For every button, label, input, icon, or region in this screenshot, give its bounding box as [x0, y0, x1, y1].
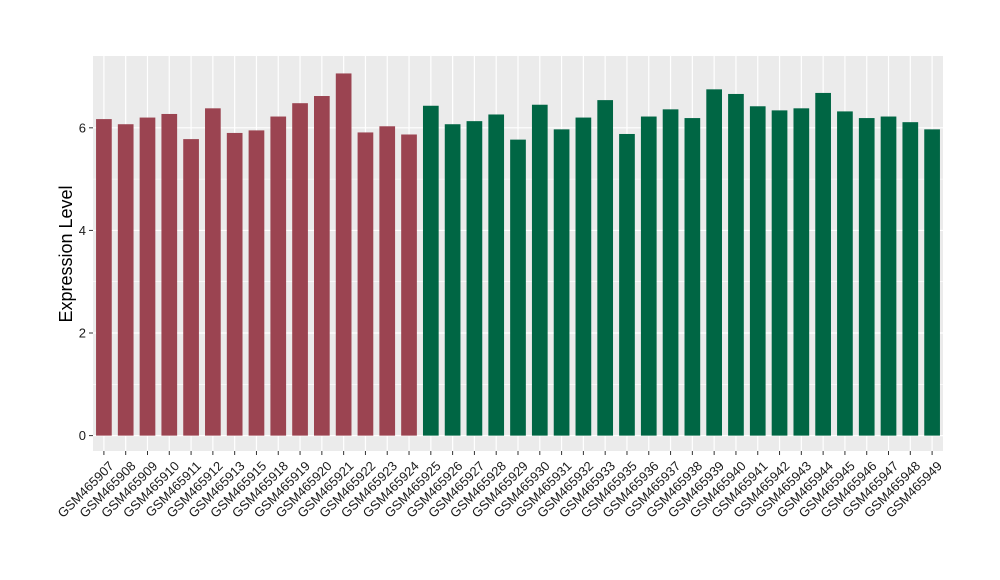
bar-GSM465941 — [749, 106, 766, 436]
bar-GSM465924 — [401, 134, 417, 436]
bar-GSM465913 — [226, 132, 243, 436]
bar-GSM465929 — [510, 139, 526, 436]
bar-GSM465948 — [902, 122, 919, 436]
bar-GSM465907 — [96, 119, 112, 436]
bar-GSM465946 — [858, 118, 875, 436]
y-tick-label: 0 — [79, 428, 86, 443]
bars — [96, 73, 940, 436]
bar-GSM465935 — [619, 133, 635, 436]
bar-GSM465923 — [379, 126, 396, 436]
y-tick-label: 6 — [79, 120, 86, 135]
bar-GSM465940 — [728, 93, 744, 436]
y-tick-label: 4 — [79, 223, 86, 238]
bar-GSM465926 — [444, 124, 461, 436]
bar-GSM465912 — [205, 108, 221, 436]
bar-GSM465910 — [161, 113, 178, 436]
x-axis: GSM465907GSM465908GSM465909GSM465910GSM4… — [55, 451, 945, 521]
bar-GSM465936 — [640, 116, 657, 436]
bar-GSM465938 — [684, 118, 701, 436]
bar-GSM465915 — [248, 130, 265, 436]
bar-GSM465925 — [422, 105, 439, 436]
bar-GSM465937 — [662, 109, 679, 436]
y-tick-label: 2 — [79, 326, 86, 341]
bar-GSM465933 — [597, 100, 614, 436]
bar-GSM465919 — [292, 103, 308, 436]
bar-GSM465927 — [466, 121, 483, 436]
bar-GSM465918 — [270, 116, 287, 436]
bar-GSM465943 — [793, 108, 810, 436]
bar-GSM465930 — [531, 104, 548, 436]
y-axis: 0 2 4 6 — [79, 120, 93, 443]
bar-GSM465931 — [553, 129, 570, 436]
bar-GSM465928 — [488, 114, 505, 436]
bar-GSM465942 — [771, 110, 788, 436]
bar-GSM465947 — [880, 116, 897, 436]
bar-GSM465939 — [706, 89, 722, 436]
bar-GSM465944 — [815, 92, 831, 436]
bar-GSM465911 — [183, 139, 199, 436]
bar-GSM465932 — [575, 117, 592, 436]
bar-GSM465945 — [837, 111, 853, 436]
bar-GSM465908 — [117, 124, 134, 436]
bar-GSM465921 — [335, 73, 352, 436]
bar-GSM465922 — [357, 132, 374, 436]
bar-GSM465949 — [924, 129, 940, 436]
bar-GSM465909 — [139, 117, 156, 436]
y-axis-title: Expression Level — [56, 185, 76, 322]
bar-GSM465920 — [314, 96, 330, 436]
